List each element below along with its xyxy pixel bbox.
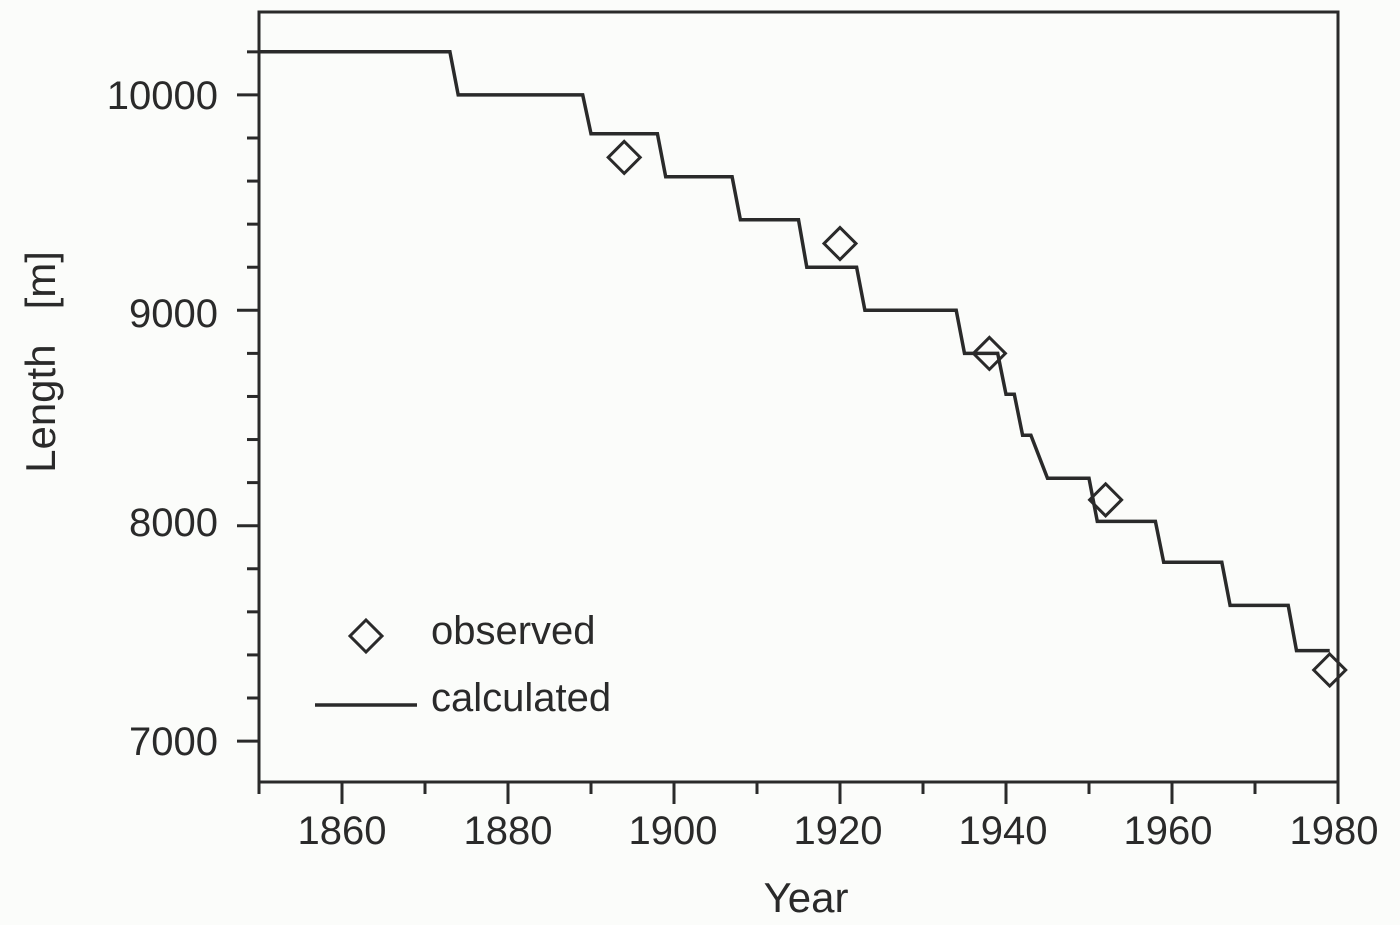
x-axis-title: Year — [764, 874, 849, 921]
y-tick-label-10000: 10000 — [107, 74, 218, 118]
y-tick-label-7000: 7000 — [129, 720, 218, 764]
x-tick-label-1880: 1880 — [464, 809, 553, 853]
x-axis-ticks — [257, 782, 1340, 804]
legend: observed calculated — [315, 609, 611, 720]
calculated-step-line — [259, 50, 1330, 653]
legend-diamond-icon — [347, 617, 385, 655]
x-tick-label-1860: 1860 — [298, 809, 387, 853]
observed-diamond-icon — [971, 335, 1008, 372]
y-axis-ticks — [237, 50, 259, 743]
observed-markers — [606, 139, 1348, 689]
x-tick-label-1980: 1980 — [1290, 809, 1379, 853]
observed-diamond-icon — [1311, 651, 1348, 689]
observed-diamond-icon — [606, 139, 643, 176]
y-tick-label-9000: 9000 — [129, 292, 218, 336]
x-tick-label-1960: 1960 — [1124, 809, 1213, 853]
observed-diamond-icon — [1087, 481, 1124, 518]
y-axis-title: Length [m] — [17, 251, 64, 473]
plot-frame — [257, 10, 1340, 784]
x-tick-label-1900: 1900 — [629, 809, 718, 853]
observed-diamond-icon — [821, 225, 859, 262]
x-tick-label-1940: 1940 — [959, 809, 1048, 853]
x-tick-label-1920: 1920 — [794, 809, 883, 853]
legend-label-calculated: calculated — [431, 676, 611, 720]
y-tick-label-8000: 8000 — [129, 501, 218, 545]
legend-label-observed: observed — [431, 609, 596, 653]
